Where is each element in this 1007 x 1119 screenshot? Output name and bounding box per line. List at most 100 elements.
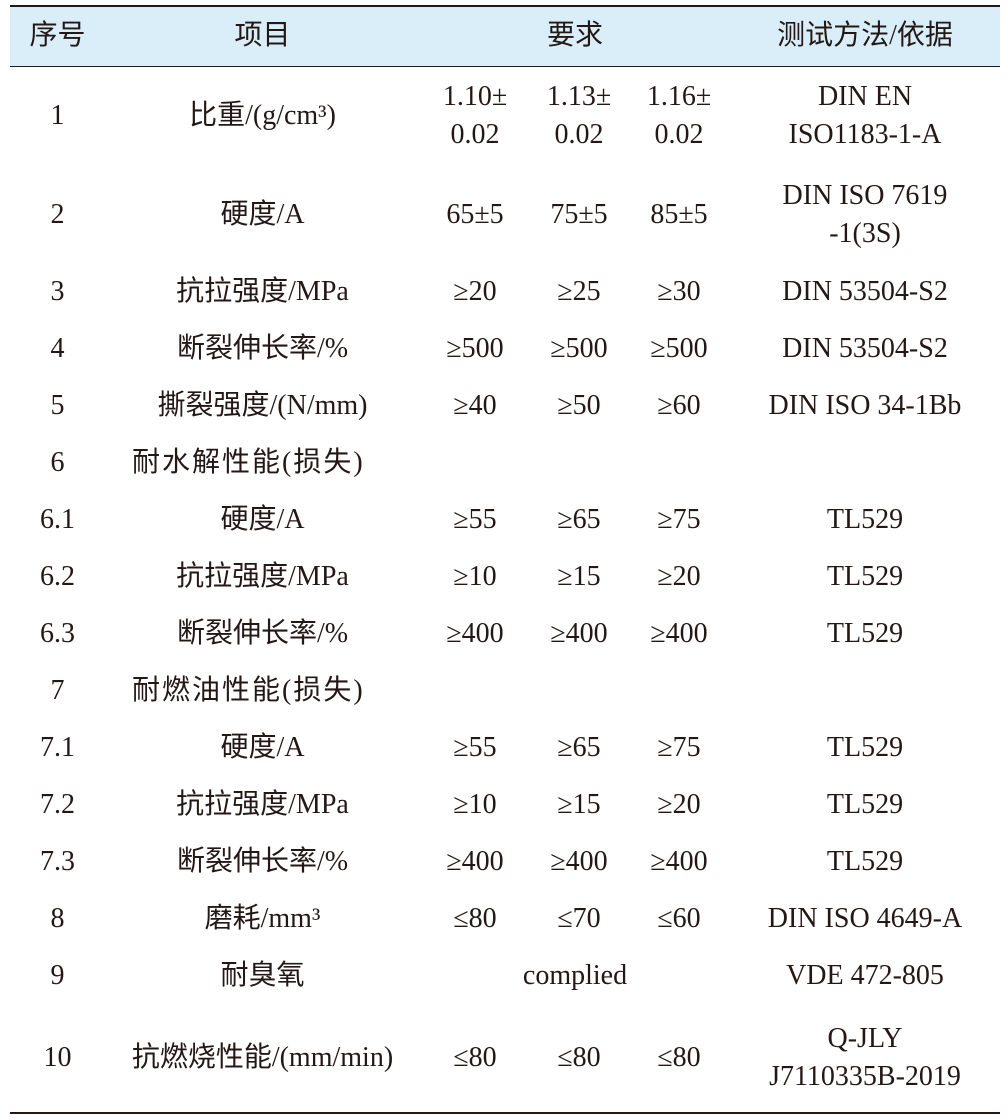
table-cell: complied xyxy=(522,959,628,991)
table-cell: 6.1 xyxy=(40,503,75,535)
table-row: 5 撕裂强度/(N/mm) ≥40 ≥50 ≥60 DIN ISO 34-1Bb xyxy=(10,377,1000,434)
cell-line: 1.16± xyxy=(646,81,712,113)
table-row: 8 磨耗/mm³ ≤80 ≤70 ≤60 DIN ISO 4649-A xyxy=(10,890,1000,947)
table-cell: ≥400 xyxy=(550,617,608,649)
cell-line: 0.02 xyxy=(554,119,604,151)
table-body: 1 比重/(g/cm³) 1.10± 0.02 1.13± 0.02 1.16± 0.02 DI… xyxy=(10,66,1000,1113)
cell-line: Q-JLY xyxy=(827,1023,903,1054)
table-cell: 5 xyxy=(50,389,65,421)
table-cell: ≥400 xyxy=(550,845,608,877)
cell-line: 0.02 xyxy=(450,119,500,151)
table-cell: ≥30 xyxy=(657,275,701,307)
table-cell: 断裂伸长率/% xyxy=(176,617,349,649)
table-cell: DIN ISO 4649-A xyxy=(767,902,963,934)
cell-line: DIN ISO 7619 xyxy=(782,179,948,211)
header-cell: 项目 xyxy=(234,20,291,52)
table-cell: ≤80 xyxy=(657,1042,701,1073)
table-row: 6.1 硬度/A ≥55 ≥65 ≥75 TL529 xyxy=(10,491,1000,548)
table-cell: ≥15 xyxy=(557,788,601,820)
table-cell: TL529 xyxy=(826,560,904,592)
table-row: 6.2 抗拉强度/MPa ≥10 ≥15 ≥20 TL529 xyxy=(10,548,1000,605)
table-row: 3 抗拉强度/MPa ≥20 ≥25 ≥30 DIN 53504-S2 xyxy=(10,263,1000,320)
table-cell: 耐臭氧 xyxy=(220,959,305,991)
table-cell: 抗拉强度/MPa xyxy=(176,275,349,307)
table-cell: ≥400 xyxy=(446,617,504,649)
table-cell: ≥55 xyxy=(453,503,497,535)
table-cell: 断裂伸长率/% xyxy=(176,332,349,364)
table-cell: ≥20 xyxy=(657,788,701,820)
table-cell: 75±5 xyxy=(550,198,608,230)
cell-line: ISO1183-1-A xyxy=(788,119,942,151)
table-cell: 85±5 xyxy=(650,198,708,230)
table-cell: 硬度/A xyxy=(220,731,305,763)
cell-line: J7110335B-2019 xyxy=(769,1061,961,1092)
table-cell: ≥50 xyxy=(557,389,601,421)
table-cell: 6.2 xyxy=(40,560,75,592)
table-cell: 抗拉强度/MPa xyxy=(176,788,349,820)
table-cell: 7 xyxy=(50,674,65,706)
table-cell: 65±5 xyxy=(446,198,504,230)
table-cell: 4 xyxy=(50,332,65,364)
table-cell: 2 xyxy=(50,198,65,230)
table-cell: Q-JLY J7110335B-2019 xyxy=(730,1004,1000,1113)
table-cell: 1.10± 0.02 xyxy=(420,66,530,166)
table-cell: ≥15 xyxy=(557,560,601,592)
table-cell: TL529 xyxy=(826,788,904,820)
table-cell: DIN 53504-S2 xyxy=(782,332,948,364)
table-cell: 7.2 xyxy=(40,788,75,820)
table-cell: ≥65 xyxy=(557,731,601,763)
table-cell: 抗燃烧性能/(mm/min) xyxy=(131,1042,394,1073)
table-cell: 6.3 xyxy=(40,617,75,649)
table-cell: 硬度/A xyxy=(220,503,305,535)
table-row: 7.3 断裂伸长率/% ≥400 ≥400 ≥400 TL529 xyxy=(10,833,1000,890)
table-row: 9 耐臭氧 complied VDE 472-805 xyxy=(10,947,1000,1004)
table-row: 2 硬度/A 65±5 75±5 85±5 DIN ISO 7619 -1(3S) xyxy=(10,166,1000,263)
cell-line: DIN EN xyxy=(817,81,913,113)
table-cell: ≥75 xyxy=(657,503,701,535)
table-cell: ≥400 xyxy=(446,845,504,877)
table-cell: 7.1 xyxy=(40,731,75,763)
table-cell: 9 xyxy=(50,959,65,991)
table-row: 7.1 硬度/A ≥55 ≥65 ≥75 TL529 xyxy=(10,719,1000,776)
table-cell: ≥500 xyxy=(650,332,708,364)
table-cell: ≥10 xyxy=(453,788,497,820)
table-cell: ≥400 xyxy=(650,617,708,649)
table-cell: 抗拉强度/MPa xyxy=(176,560,349,592)
table-cell: 7.3 xyxy=(40,845,75,877)
table-cell: ≤80 xyxy=(557,1042,601,1073)
table-cell: ≥75 xyxy=(657,731,701,763)
header-cell: 序号 xyxy=(29,20,86,52)
table-cell: 比重/(g/cm³) xyxy=(189,100,336,132)
table-cell: ≥60 xyxy=(657,389,701,421)
header-cell: 测试方法/依据 xyxy=(777,20,953,52)
table-cell: TL529 xyxy=(826,845,904,877)
table-cell: ≥500 xyxy=(550,332,608,364)
table-cell: ≤70 xyxy=(557,902,601,934)
table-cell: TL529 xyxy=(826,617,904,649)
table-cell: ≤80 xyxy=(453,1042,497,1073)
table-cell: ≥10 xyxy=(453,560,497,592)
header-row: 序号 项目 要求 测试方法/依据 xyxy=(10,6,1000,66)
table-cell: 3 xyxy=(50,275,65,307)
table-cell: 8 xyxy=(50,902,65,934)
cell-line: 1.13± xyxy=(546,81,612,113)
table-cell: ≥400 xyxy=(650,845,708,877)
table-cell: 10 xyxy=(43,1042,72,1073)
table-cell: 硬度/A xyxy=(220,198,305,230)
table-cell: ≥500 xyxy=(446,332,504,364)
cell-line: 0.02 xyxy=(654,119,704,151)
cell-line: 1.10± xyxy=(442,81,508,113)
cell-line: -1(3S) xyxy=(829,217,901,249)
table-cell: 撕裂强度/(N/mm) xyxy=(157,389,368,421)
table-cell: 1 xyxy=(50,100,65,132)
table-row: 4 断裂伸长率/% ≥500 ≥500 ≥500 DIN 53504-S2 xyxy=(10,320,1000,377)
table-cell: ≥20 xyxy=(657,560,701,592)
table-cell: 6 xyxy=(50,446,65,478)
table-cell: 1.16± 0.02 xyxy=(628,66,730,166)
table-row: 1 比重/(g/cm³) 1.10± 0.02 1.13± 0.02 1.16± 0.02 DI… xyxy=(10,66,1000,166)
table-row: 6 耐水解性能(损失) xyxy=(10,434,1000,491)
table-cell: DIN 53504-S2 xyxy=(782,275,948,307)
table-row: 6.3 断裂伸长率/% ≥400 ≥400 ≥400 TL529 xyxy=(10,605,1000,662)
table-cell: ≥25 xyxy=(557,275,601,307)
